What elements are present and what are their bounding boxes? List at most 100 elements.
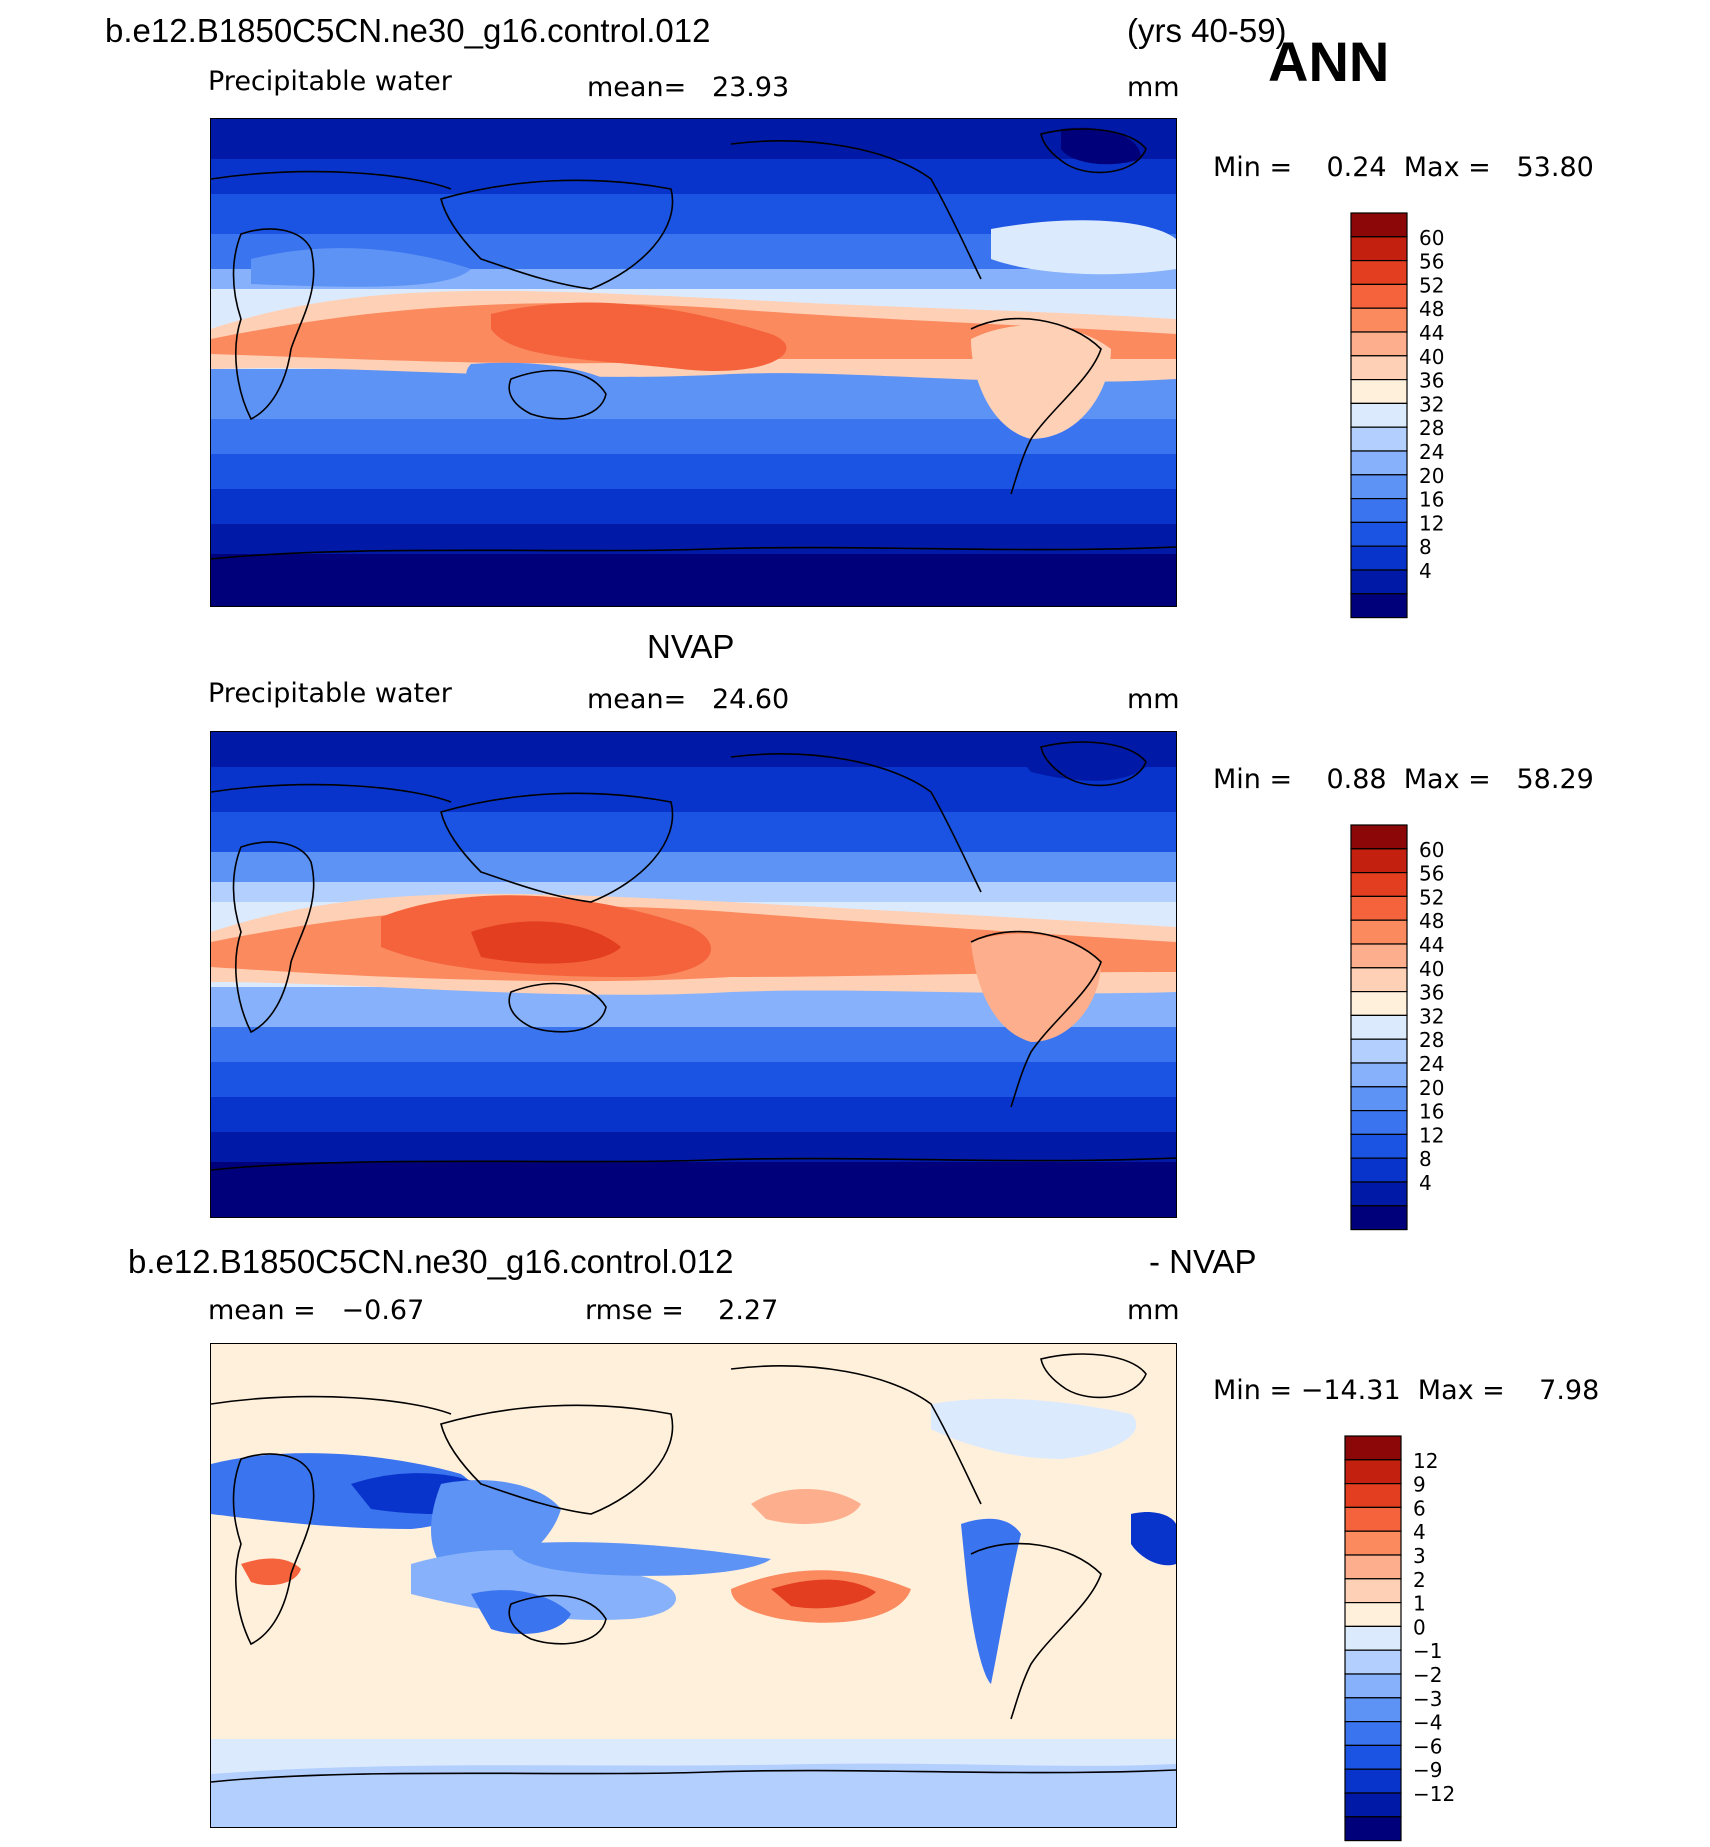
- panel2-minmax-label: Min = 0.88 Max = 58.29: [1213, 764, 1594, 795]
- panel3-title-left: b.e12.B1850C5CN.ne30_g16.control.012: [128, 1243, 734, 1280]
- colorbar-tick-label: 4: [1419, 559, 1432, 583]
- colorbar-swatch: [1350, 283, 1408, 309]
- colorbar-tick-label: 44: [1419, 321, 1444, 345]
- colorbar-swatch: [1344, 1578, 1402, 1604]
- colorbar-tick-label: 16: [1419, 488, 1444, 512]
- colorbar-swatch: [1350, 1181, 1408, 1207]
- panel2-colorbar: 60 56 52 48 44 40 36 32 28 24 20 16 12 8 4: [1350, 824, 1471, 1231]
- panel3-colorbar: 12 9 6 4 3 2 1 0 −1 −2 −3 −4 −6 −9 −12: [1344, 1435, 1475, 1842]
- colorbar-tick-label: 12: [1413, 1449, 1438, 1473]
- colorbar-swatch: [1350, 402, 1408, 428]
- colorbar-tick-label: 40: [1419, 957, 1444, 981]
- panel1-map: [210, 118, 1177, 607]
- panel3-rmse-label: rmse = 2.27: [585, 1295, 779, 1326]
- colorbar-swatch: [1350, 1086, 1408, 1112]
- panel3-map: [210, 1343, 1177, 1828]
- colorbar-swatch: [1344, 1459, 1402, 1485]
- colorbar-tick-label: 20: [1419, 464, 1444, 488]
- panel1-colorbar: 60 56 52 48 44 40 36 32 28 24 20 16 12 8 4: [1350, 212, 1471, 619]
- colorbar-tick-label: 2: [1413, 1568, 1426, 1592]
- panel3-contour-field: [211, 1344, 1176, 1827]
- colorbar-tick-label: 56: [1419, 862, 1444, 886]
- colorbar-tick-label: 9: [1413, 1473, 1426, 1497]
- colorbar-swatch: [1344, 1768, 1402, 1794]
- case-title: b.e12.B1850C5CN.ne30_g16.control.012: [105, 12, 711, 49]
- panel2-mean-label: mean= 24.60: [587, 684, 790, 715]
- colorbar-tick-label: 48: [1419, 297, 1444, 321]
- colorbar-tick-label: 28: [1419, 416, 1444, 440]
- colorbar-swatch: [1350, 848, 1408, 874]
- colorbar-tick-label: 4: [1419, 1171, 1432, 1195]
- colorbar-swatch: [1350, 212, 1408, 238]
- colorbar-swatch: [1350, 1205, 1408, 1231]
- colorbar-swatch: [1350, 379, 1408, 405]
- colorbar-tick-label: −6: [1413, 1734, 1442, 1758]
- colorbar-tick-label: −2: [1413, 1663, 1442, 1687]
- colorbar-swatch: [1350, 1133, 1408, 1159]
- colorbar-swatch: [1350, 569, 1408, 595]
- colorbar-swatch: [1350, 307, 1408, 333]
- panel1-mean-label: mean= 23.93: [587, 72, 790, 103]
- colorbar-tick-label: 4: [1413, 1520, 1426, 1544]
- colorbar-tick-label: 24: [1419, 440, 1444, 464]
- colorbar-swatch: [1350, 474, 1408, 500]
- colorbar-swatch: [1350, 1038, 1408, 1064]
- colorbar-swatch: [1350, 871, 1408, 897]
- colorbar-tick-label: 40: [1419, 345, 1444, 369]
- colorbar-swatch: [1344, 1649, 1402, 1675]
- colorbar-swatch: [1344, 1482, 1402, 1508]
- colorbar-swatch: [1350, 1014, 1408, 1040]
- season-label: ANN: [1268, 30, 1390, 93]
- colorbar-swatch: [1350, 331, 1408, 357]
- colorbar-tick-label: 8: [1419, 1147, 1432, 1171]
- colorbar-swatch: [1350, 236, 1408, 262]
- colorbar-swatch: [1350, 521, 1408, 547]
- colorbar-swatch: [1344, 1435, 1402, 1461]
- colorbar-tick-label: 1: [1413, 1592, 1426, 1616]
- colorbar-tick-label: 32: [1419, 392, 1444, 416]
- colorbar-swatch: [1350, 943, 1408, 969]
- colorbar-tick-label: 12: [1419, 511, 1444, 535]
- colorbar-tick-label: 8: [1419, 535, 1432, 559]
- colorbar-swatch: [1344, 1697, 1402, 1723]
- colorbar-tick-label: 24: [1419, 1052, 1444, 1076]
- colorbar-swatch: [1350, 1157, 1408, 1183]
- colorbar-swatch: [1350, 967, 1408, 993]
- colorbar-swatch: [1350, 991, 1408, 1017]
- colorbar-tick-label: 6: [1413, 1496, 1426, 1520]
- colorbar-swatch: [1350, 545, 1408, 571]
- colorbar-tick-label: −12: [1413, 1782, 1455, 1806]
- colorbar-swatch: [1350, 259, 1408, 285]
- colorbar-swatch: [1350, 450, 1408, 476]
- panel1-minmax-label: Min = 0.24 Max = 53.80: [1213, 152, 1594, 183]
- colorbar-swatch: [1344, 1602, 1402, 1628]
- colorbar-swatch: [1350, 824, 1408, 850]
- colorbar-swatch: [1344, 1673, 1402, 1699]
- colorbar-swatch: [1350, 593, 1408, 619]
- panel1-field-label: Precipitable water: [208, 66, 452, 97]
- colorbar-tick-label: 52: [1419, 273, 1444, 297]
- colorbar-tick-label: 60: [1419, 226, 1444, 250]
- colorbar-tick-label: 12: [1419, 1123, 1444, 1147]
- colorbar-swatch: [1344, 1506, 1402, 1532]
- colorbar-swatch: [1350, 1062, 1408, 1088]
- colorbar-swatch: [1350, 498, 1408, 524]
- colorbar-swatch: [1350, 919, 1408, 945]
- panel2-units-label: mm: [1127, 684, 1180, 715]
- colorbar-swatch: [1344, 1721, 1402, 1747]
- panel3-mean-label: mean = −0.67: [208, 1295, 425, 1326]
- colorbar-tick-label: 3: [1413, 1544, 1426, 1568]
- colorbar-tick-label: 44: [1419, 933, 1444, 957]
- colorbar-swatch: [1350, 1110, 1408, 1136]
- panel3-title-right: - NVAP: [1149, 1243, 1257, 1280]
- colorbar-tick-label: 20: [1419, 1076, 1444, 1100]
- panel2-field-label: Precipitable water: [208, 678, 452, 709]
- colorbar-swatch: [1344, 1554, 1402, 1580]
- colorbar-tick-label: 52: [1419, 885, 1444, 909]
- panel1-units-label: mm: [1127, 72, 1180, 103]
- colorbar-tick-label: 36: [1419, 369, 1444, 393]
- colorbar-tick-label: 60: [1419, 838, 1444, 862]
- colorbar-swatch: [1344, 1744, 1402, 1770]
